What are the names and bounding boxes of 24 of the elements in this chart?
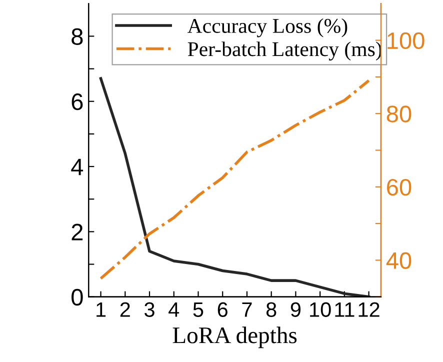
x-tick-label: 6 [218,302,228,318]
y-tick-label: 0 [72,288,83,306]
legend-label: Per-batch Latency (ms) [188,42,382,61]
x-tick-label: 5 [193,302,204,318]
x-tick-label: 1 [96,302,106,317]
x-tick-label: 7 [242,302,252,317]
x-tick-label: 11 [335,302,354,317]
y-tick-label: 2 [72,224,83,240]
x-tick-label: 3 [144,302,154,318]
x-tick-label: 10 [310,302,331,318]
y-tick-label: 4 [71,158,84,176]
x-tick-label: 2 [120,302,130,317]
x-tick-label: 8 [266,302,276,318]
legend-label: Accuracy Loss (%) [187,18,348,38]
y-tick-label: 6 [72,93,83,110]
y2-tick-label: 80 [386,106,412,122]
x-tick-label: 4 [168,302,180,317]
y2-tick-label: 60 [387,178,412,196]
x-tick-label: 12 [358,302,380,317]
y2-tick-label: 40 [386,252,412,269]
y-tick-label: 8 [72,28,83,45]
x-tick-label: 9 [290,302,301,318]
x-axis-title: LoRA depths [172,326,297,348]
y2-tick-label: 100 [388,32,424,50]
